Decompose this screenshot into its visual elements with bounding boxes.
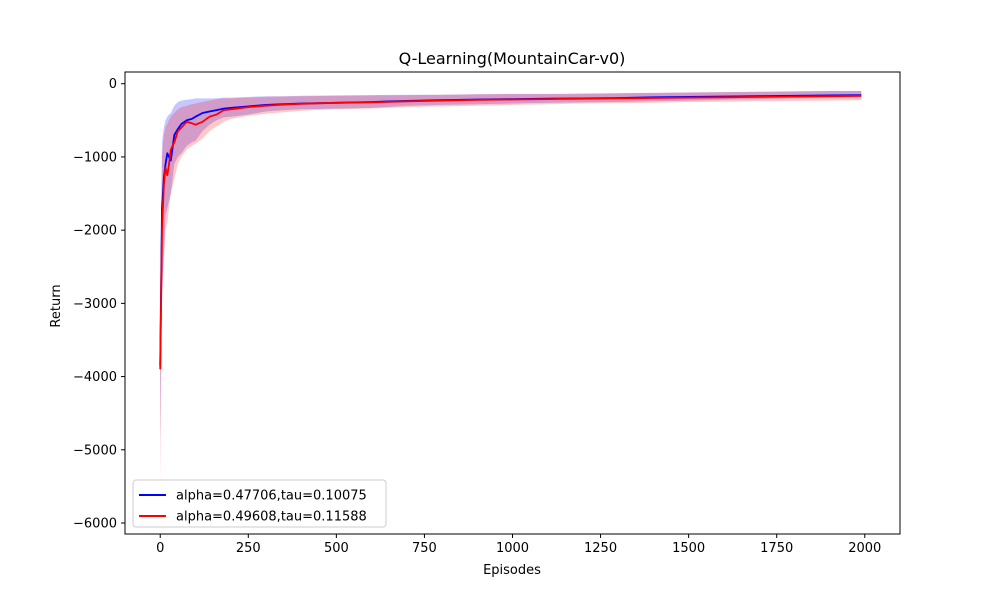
y-tick-label: −4000: [73, 370, 117, 385]
x-tick-label: 1500: [672, 541, 705, 556]
y-axis-label: Return: [49, 284, 64, 327]
y-tick-label: −6000: [73, 517, 117, 532]
legend-entry-1: alpha=0.47706,tau=0.10075: [176, 489, 367, 504]
y-tick-label: 0: [109, 77, 117, 92]
x-tick-label: 1750: [760, 541, 793, 556]
legend: alpha=0.47706,tau=0.10075 alpha=0.49608,t…: [132, 479, 387, 528]
x-tick-label: 1250: [584, 541, 617, 556]
y-tick-label: −2000: [73, 224, 117, 239]
y-axis: 0 −1000 −2000 −3000 −4000 −5000 −6000: [73, 77, 125, 532]
y-tick-label: −3000: [73, 297, 117, 312]
legend-box: [132, 479, 387, 528]
series-2-line: [159, 94, 862, 370]
y-tick-label: −5000: [73, 443, 117, 458]
x-tick-label: 1000: [496, 541, 529, 556]
y-tick-label: −1000: [73, 150, 117, 165]
plot-area: [159, 91, 862, 487]
chart-title: Q-Learning(MountainCar-v0): [399, 49, 626, 68]
x-tick-label: 500: [324, 541, 349, 556]
legend-entry-2: alpha=0.49608,tau=0.11588: [176, 510, 367, 525]
x-axis-label: Episodes: [483, 563, 541, 578]
x-tick-label: 750: [412, 541, 437, 556]
x-tick-label: 250: [236, 541, 261, 556]
x-tick-label: 0: [156, 541, 164, 556]
x-tick-label: 2000: [848, 541, 881, 556]
x-axis: 0 250 500 750 1000 1250 1500 1750 2000: [156, 534, 881, 556]
